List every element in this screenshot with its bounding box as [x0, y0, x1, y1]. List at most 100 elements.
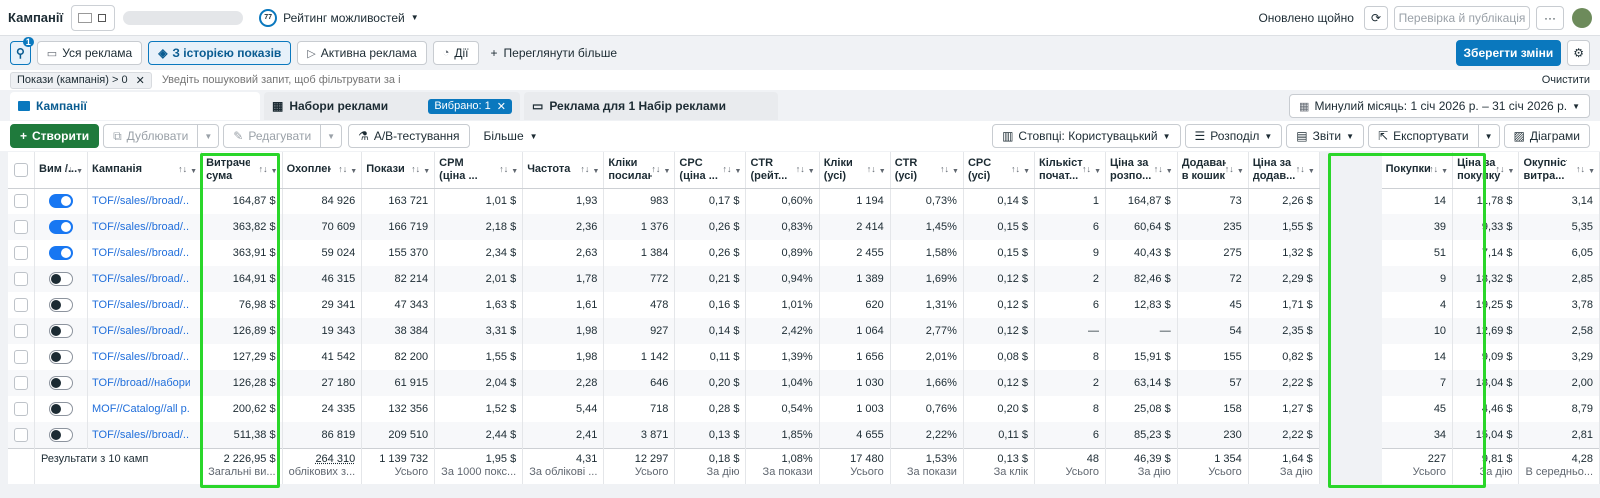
campaign-name-link[interactable]: TOF//broad//набори [92, 377, 190, 390]
view-all-ads[interactable]: ▭ Уся реклама [36, 41, 143, 65]
chevron-down-icon[interactable]: ▼ [190, 168, 198, 175]
delivery-toggle[interactable] [49, 194, 73, 209]
sort-icon[interactable]: ↑↓ [722, 164, 732, 174]
sort-icon[interactable]: ↑↓ [651, 164, 661, 174]
chevron-down-icon[interactable]: ▼ [270, 168, 278, 175]
table-row[interactable]: TOF//sales//broad/... 164,91 $46 315 82 21… [8, 266, 1600, 292]
delivery-toggle[interactable] [49, 246, 73, 260]
filter-chip[interactable]: Покази (кампанія) > 0 ✕ [10, 71, 152, 89]
sort-icon[interactable]: ↑↓ [258, 164, 268, 174]
export-dropdown[interactable]: ▼ [1478, 124, 1500, 148]
sort-icon[interactable]: ↑↓ [64, 164, 73, 174]
column-header[interactable]: Ціна за розпо... ↑↓ ▼ [1105, 152, 1178, 189]
column-header[interactable]: Частота ↑↓ ▼ [522, 152, 605, 189]
tab-adsets[interactable]: ▦ Набори реклами Вибрано: 1 ✕ [264, 92, 520, 120]
checkbox[interactable] [14, 324, 28, 338]
breakdown-button[interactable]: ☰ Розподіл ▼ [1184, 124, 1283, 148]
sort-icon[interactable]: ↑↓ [866, 164, 876, 174]
campaign-name-link[interactable]: TOF//sales//broad/... [92, 247, 190, 260]
chevron-down-icon[interactable]: ▼ [663, 168, 671, 175]
sort-icon[interactable]: ↑↓ [1011, 164, 1020, 174]
campaign-name-link[interactable]: TOF//sales//broad/... [92, 428, 190, 441]
campaign-name-link[interactable]: TOF//sales//broad/... [92, 299, 190, 312]
checkbox[interactable] [14, 272, 28, 286]
chevron-down-icon[interactable]: ▼ [1165, 168, 1173, 175]
chevron-down-icon[interactable]: ▼ [76, 168, 83, 175]
checkbox[interactable] [14, 194, 28, 209]
delivery-toggle[interactable] [49, 350, 73, 364]
view-settings-button[interactable]: ⚙ [1567, 40, 1590, 66]
view-with-impressions[interactable]: ◈ З історією показів [148, 41, 292, 65]
table-row[interactable]: MOF//Catalog//all p... 200,62 $24 335 132 … [8, 396, 1600, 422]
delivery-toggle[interactable] [49, 220, 73, 234]
columns-button[interactable]: ▥ Стовпці: Користувацький ▼ [992, 124, 1181, 148]
sort-icon[interactable]: ↑↓ [178, 164, 188, 174]
column-header[interactable]: CTR (усі) ↑↓ ▼ [890, 152, 964, 189]
sort-icon[interactable]: ↑↓ [939, 164, 949, 174]
more-actions-button[interactable]: Більше ▼ [484, 129, 538, 143]
sort-icon[interactable]: ↑↓ [1429, 164, 1439, 174]
selected-badge[interactable]: Вибрано: 1 ✕ [428, 98, 512, 114]
column-header[interactable]: Витрачена сума ↑↓▼ [201, 152, 283, 189]
ab-test-button[interactable]: ⚗ A/B-тестування [348, 124, 470, 148]
refresh-button[interactable]: ⟳ [1363, 5, 1388, 30]
column-header[interactable]: Кліки (усі) ↑↓ ▼ [819, 152, 891, 189]
charts-button[interactable]: ▨ Діаграми [1503, 124, 1590, 148]
more-menu-button[interactable]: ··· [1536, 5, 1564, 30]
sort-icon[interactable]: ↑↓ [1082, 164, 1092, 174]
column-header[interactable]: Покази ↑↓ ▼ [361, 152, 436, 189]
create-button[interactable]: + Створити [10, 124, 100, 148]
close-icon[interactable]: ✕ [496, 100, 506, 113]
avatar[interactable] [1572, 7, 1592, 28]
column-header[interactable]: Покупки ↑↓ ▼ [1381, 152, 1454, 189]
chevron-down-icon[interactable]: ▼ [952, 168, 959, 175]
column-header[interactable]: Окупність витра... ↑↓▼ [1518, 152, 1600, 189]
checkbox[interactable] [14, 220, 28, 234]
chevron-down-icon[interactable]: ▼ [1094, 168, 1102, 175]
table-row[interactable]: TOF//sales//broad/... 126,89 $19 343 38 38… [8, 318, 1600, 344]
delivery-toggle[interactable] [49, 272, 73, 286]
column-header[interactable]: Кількість почат...↑↓▼ [1034, 152, 1107, 189]
save-changes-button[interactable]: Зберегти зміни [1455, 40, 1562, 66]
checkbox[interactable] [14, 427, 28, 442]
close-icon[interactable]: ✕ [135, 74, 145, 87]
table-row[interactable]: TOF//sales//broad/... 363,82 $70 609 166 7… [8, 214, 1600, 240]
search-button[interactable]: ⚲ 1 [10, 37, 34, 65]
checkbox[interactable] [14, 376, 28, 390]
sort-icon[interactable]: ↑↓ [795, 164, 805, 174]
campaign-name-link[interactable]: TOF//sales//broad/... [92, 325, 190, 338]
chevron-down-icon[interactable]: ▼ [878, 168, 886, 175]
checkbox[interactable] [14, 402, 28, 416]
column-header[interactable]: CPC (ціна ... ↑↓ ▼ [674, 152, 747, 189]
table-row[interactable]: TOF//sales//broad/... 164,87 $84 926 163 7… [8, 188, 1600, 214]
see-more-views[interactable]: + Переглянути більше [491, 46, 618, 60]
delivery-toggle[interactable] [49, 427, 73, 442]
chevron-down-icon[interactable]: ▼ [1023, 168, 1030, 175]
view-actions[interactable]: ◔ Дії [432, 41, 479, 65]
column-header[interactable]: CPM (ціна ... ↑↓ ▼ [434, 152, 524, 189]
chevron-down-icon[interactable]: ▼ [1441, 168, 1449, 175]
delivery-toggle[interactable] [49, 402, 73, 416]
table-row[interactable]: TOF//sales//broad/... 511,38 $86 819 209 5… [8, 422, 1600, 448]
column-header[interactable]: Охоплення ↑↓▼ [282, 152, 363, 189]
view-active-ads[interactable]: ▷ Активна реклама [297, 41, 427, 65]
tab-ads[interactable]: ▭ Реклама для 1 Набір реклами [524, 92, 778, 120]
sort-icon[interactable]: ↑↓ [580, 164, 590, 174]
checkbox[interactable] [14, 298, 28, 312]
column-header[interactable]: Кліки посилан...↑↓▼ [603, 152, 676, 189]
sort-icon[interactable]: ↑↓ [411, 164, 421, 174]
column-header[interactable]: Додавання в кошик↑↓▼ [1177, 152, 1249, 189]
sort-icon[interactable]: ↑↓ [1224, 164, 1234, 174]
campaign-name-link[interactable]: TOF//sales//broad/... [92, 221, 190, 234]
sort-icon[interactable]: ↑↓ [1495, 164, 1505, 174]
chevron-down-icon[interactable]: ▼ [1236, 168, 1244, 175]
campaign-name-link[interactable]: TOF//sales//broad/... [92, 195, 190, 208]
sort-icon[interactable]: ↑↓ [499, 164, 509, 174]
duplicate-dropdown[interactable]: ▼ [198, 124, 220, 148]
sort-icon[interactable]: ↑↓ [1295, 164, 1305, 174]
chevron-down-icon[interactable]: ▼ [734, 168, 742, 175]
campaign-name-link[interactable]: TOF//sales//broad/... [92, 351, 190, 364]
column-header[interactable]: Ціна за покупку ↑↓ ▼ [1452, 152, 1520, 189]
chevron-down-icon[interactable]: ▼ [1507, 168, 1515, 175]
chevron-down-icon[interactable]: ▼ [511, 168, 519, 175]
